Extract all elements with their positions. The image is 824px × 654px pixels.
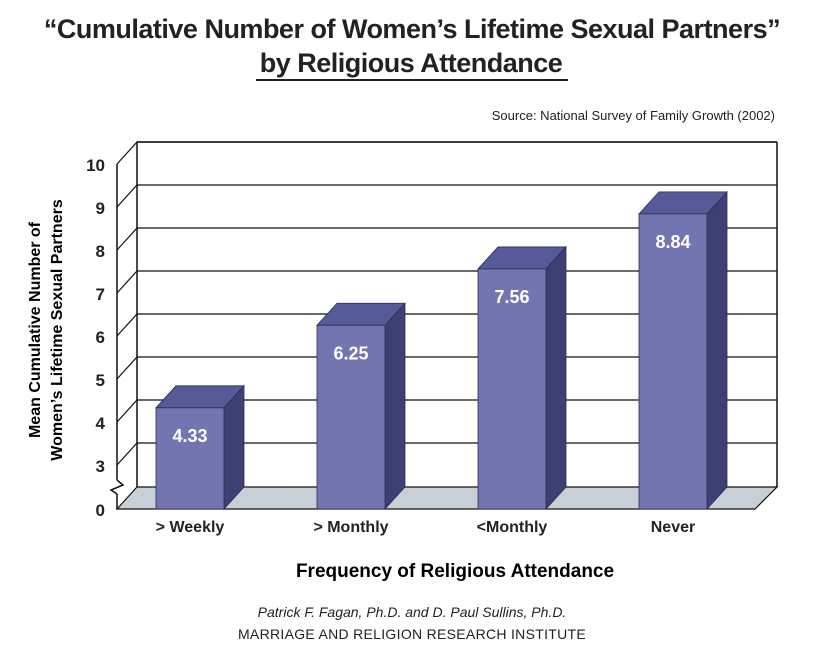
y-tick-label: 0: [96, 501, 105, 520]
y-tick-label: 4: [96, 414, 106, 433]
bar-value-label: 6.25: [333, 343, 368, 363]
bar-side: [706, 190, 728, 511]
gridline: [116, 184, 777, 208]
gridline: [116, 227, 777, 251]
chart-bars: 4.33 6.25 7.56 8.84: [155, 190, 728, 511]
y-axis-label-line1: Mean Cumulative Number of: [27, 221, 44, 438]
bar-value-label: 8.84: [655, 232, 690, 252]
bar-side: [545, 245, 567, 511]
y-tick-label: 10: [86, 156, 105, 175]
credit-institute: MARRIAGE AND RELIGION RESEARCH INSTITUTE: [237, 626, 587, 642]
y-tick-label: 3: [96, 457, 105, 476]
y-tick-label: 7: [96, 285, 105, 304]
chart-title-line1: “Cumulative Number of Women’s Lifetime S…: [43, 14, 781, 44]
y-tick-label: 6: [96, 328, 105, 347]
bar-side: [384, 302, 406, 511]
bar-group: 4.33: [155, 384, 245, 511]
bar-value-label: 4.33: [172, 426, 207, 446]
bar-group: 6.25: [316, 302, 406, 511]
y-tick-label: 8: [96, 242, 105, 261]
bar: [316, 324, 386, 510]
chart-title-line2: by Religious Attendance: [0, 48, 824, 81]
bar: [638, 213, 708, 510]
axis-break-mark: [109, 479, 125, 495]
x-axis-label: Frequency of Religious Attendance: [296, 561, 614, 582]
y-axis-label-line2: Women’s Lifetime Sexual Partners: [49, 199, 66, 461]
chart-title-line2-text: by Religious Attendance: [255, 48, 569, 81]
x-tick-label: Never: [651, 519, 695, 536]
chart-source: Source: National Survey of Family Growth…: [491, 108, 775, 123]
y-tick-label: 5: [96, 371, 105, 390]
y-axis-label: Mean Cumulative Number of Women’s Lifeti…: [27, 199, 66, 461]
credit-authors: Patrick F. Fagan, Ph.D. and D. Paul Sull…: [257, 604, 567, 620]
x-tick-label: > Weekly: [156, 519, 225, 536]
bar-group: 8.84: [638, 190, 728, 511]
x-tick-label: <Monthly: [477, 519, 548, 536]
bar-value-label: 7.56: [494, 287, 529, 307]
bar: [477, 268, 547, 510]
gridline: [116, 141, 777, 165]
x-axis: > Weekly > Monthly <Monthly Never: [156, 519, 696, 536]
y-axis: 0 3 4 5 6 7 8 9 10: [86, 156, 105, 520]
x-tick-label: > Monthly: [313, 519, 388, 536]
bar-group: 7.56: [477, 245, 567, 511]
bar: [155, 407, 225, 510]
y-tick-label: 9: [96, 199, 105, 218]
